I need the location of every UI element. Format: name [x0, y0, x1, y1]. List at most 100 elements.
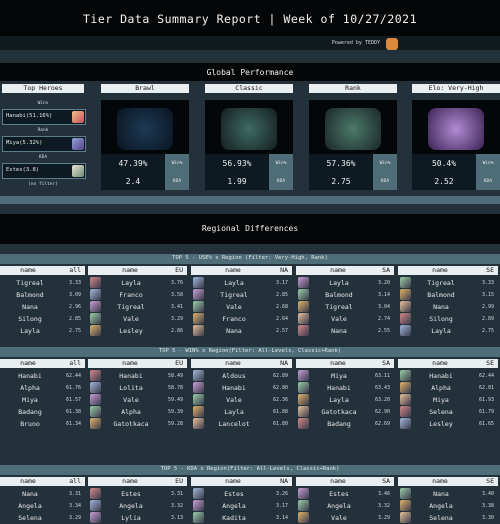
hero-stat: 3.14 [275, 515, 288, 521]
top-hero-wins: Hanabi(51.16%) [2, 109, 86, 125]
table-row: Tigreal 3.41 [88, 301, 187, 313]
col-region: all [69, 266, 81, 274]
hero-stat: 3.32 [170, 503, 183, 509]
kda-tag: KDA [165, 174, 189, 190]
hero-stat: 3.76 [170, 280, 183, 286]
hero-stat: 2.85 [68, 316, 81, 322]
table-row: Layla 61.88 [191, 406, 292, 418]
table-row: Tigreal 2.85 [191, 289, 292, 301]
col-region: SA [382, 359, 390, 367]
hero-stat: 3.04 [377, 304, 390, 310]
table-header: name SA [296, 477, 394, 486]
hero-name: Franco [222, 315, 246, 323]
hero-stat: 3.26 [275, 491, 288, 497]
hero-name: Nana [22, 303, 38, 311]
table-row: Franco 2.64 [191, 313, 292, 325]
hero-name: Aldous [222, 372, 246, 380]
table-row: Layla 2.75 [0, 325, 85, 337]
hero-stat: 3.20 [377, 280, 390, 286]
hero-name: Miya [22, 396, 38, 404]
table-header: name all [0, 359, 85, 368]
section-title: TOP 5 - KDA x Region(Filter: All-Levels,… [160, 466, 340, 472]
hero-name: Selena [18, 514, 42, 522]
hero-avatar-icon [400, 382, 411, 393]
hero-avatar-icon [400, 500, 411, 511]
win-rate-tag: Win% [476, 154, 500, 174]
hero-name: Lolita [119, 384, 143, 392]
hero-stat: 3.33 [68, 280, 81, 286]
hero-stat: 3.58 [170, 292, 183, 298]
title-band [0, 0, 500, 36]
col-region: EU [175, 359, 183, 367]
hero-avatar-icon [400, 394, 411, 405]
table-row: Selena 3.30 [398, 512, 498, 524]
hero-avatar-icon [298, 277, 309, 288]
kda-value: 2.52 [412, 174, 476, 190]
table-row: Gatotkaca 59.28 [88, 418, 187, 430]
table-row: Tigreal 3.33 [398, 277, 498, 289]
mode-card-classic: Classic 56.93% Win% 1.99 KDA [205, 84, 293, 192]
table-row: Aldous 62.89 [191, 370, 292, 382]
table-row: Layla 3.17 [191, 277, 292, 289]
hero-avatar-icon [193, 488, 204, 499]
hero-stat: 61.93 [478, 397, 494, 403]
table-header: name NA [191, 266, 292, 275]
hero-name: Hanabi [18, 372, 42, 380]
global-title-band [0, 63, 500, 81]
hero-avatar-icon [298, 500, 309, 511]
hero-avatar-icon [298, 394, 309, 405]
hero-name: Selena [429, 408, 453, 416]
hero-stat: 62.44 [478, 373, 494, 379]
hero-stat: 2.96 [68, 304, 81, 310]
hero-stat: 2.75 [68, 328, 81, 334]
table-row: Nana 3.40 [398, 488, 498, 500]
table-row: Lesley 2.86 [88, 325, 187, 337]
table-row: Vale 59.49 [88, 394, 187, 406]
table-row: Estes 3.46 [296, 488, 394, 500]
regional-title: Regional Differences [201, 224, 299, 233]
kda-value: 1.99 [205, 174, 269, 190]
hero-name: Tigreal [220, 291, 248, 299]
mode-card-elo-very-high: Elo: Very-High 50.4% Win% 2.52 KDA [412, 84, 500, 192]
win-rate-value: 56.93% [205, 154, 269, 174]
hero-stat: 3.13 [170, 515, 183, 521]
hero-avatar-icon [72, 138, 84, 150]
hero-stat: 3.14 [377, 292, 390, 298]
page-title: Tier Data Summary Report | Week of 10/27… [82, 12, 418, 26]
hero-stat: 61.38 [65, 409, 81, 415]
hero-avatar-icon [90, 418, 101, 429]
hero-stat: 2.85 [275, 292, 288, 298]
hero-stat: 2.74 [377, 316, 390, 322]
hero-stat: 3.30 [481, 515, 494, 521]
table-row: Nana 2.99 [398, 301, 498, 313]
hero-stat: 2.55 [377, 328, 390, 334]
hero-name: Vale [226, 303, 242, 311]
table-row: Balmond 3.09 [0, 289, 85, 301]
table-row: Hanabi 63.43 [296, 382, 394, 394]
table-row: Hanabi 58.49 [88, 370, 187, 382]
hero-avatar-icon [400, 301, 411, 312]
hero-name: Lancelot [218, 420, 250, 428]
map-thumbnail [101, 100, 189, 158]
hero-avatar-icon [298, 313, 309, 324]
hero-name: Tigreal [427, 279, 455, 287]
hero-name: Gatotkaca [321, 408, 357, 416]
regional-title-band [0, 214, 500, 244]
kda-label: KDA [38, 155, 48, 160]
kda-tag: KDA [476, 174, 500, 190]
hero-name: Bruno [20, 420, 40, 428]
table-row: Balmond 3.15 [398, 289, 498, 301]
hero-avatar-icon [298, 382, 309, 393]
hero-name: Badang [327, 420, 351, 428]
hero-name: Alpha [20, 384, 40, 392]
hero-name: Nana [331, 327, 347, 335]
top-heroes-header: Top Heroes [2, 84, 84, 93]
hero-stat: 3.17 [275, 280, 288, 286]
hero-name: Alpha [431, 384, 451, 392]
hero-name: Tigreal [325, 303, 353, 311]
hero-stat: 3.29 [170, 316, 183, 322]
hero-avatar-icon [90, 394, 101, 405]
mode-header: Brawl [101, 84, 189, 93]
table-row: Miya 63.11 [296, 370, 394, 382]
hero-name: Layla [224, 279, 244, 287]
